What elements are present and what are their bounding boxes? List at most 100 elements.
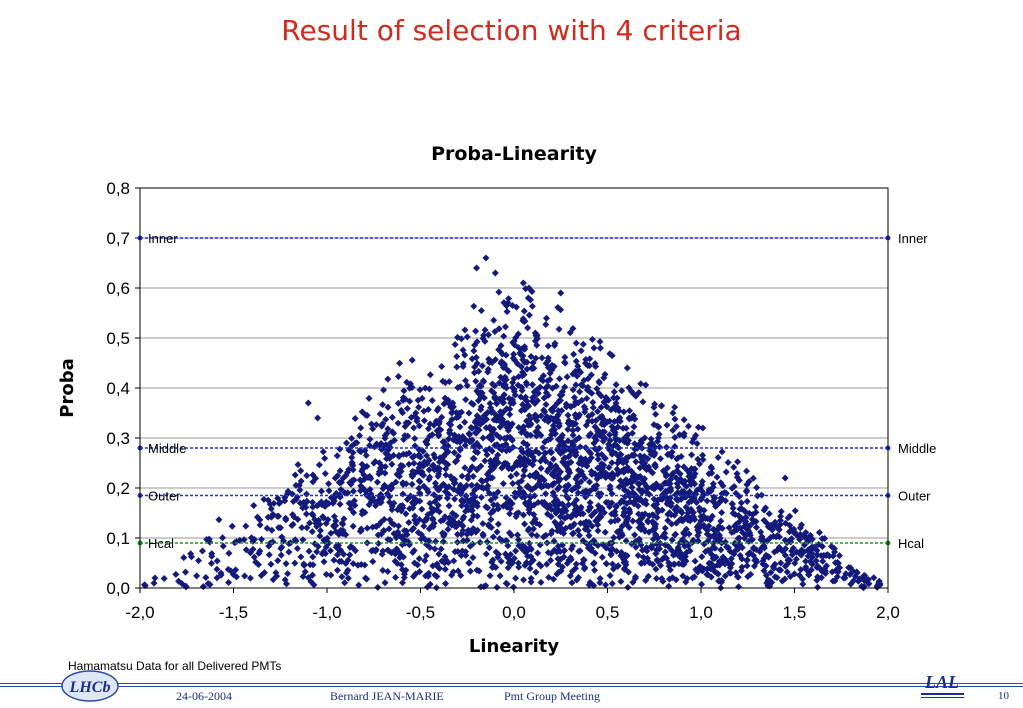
data-point bbox=[572, 560, 580, 568]
data-point bbox=[490, 501, 498, 509]
data-point bbox=[674, 483, 682, 491]
data-point bbox=[513, 470, 521, 478]
data-point bbox=[718, 448, 726, 456]
data-point bbox=[442, 580, 450, 588]
data-point bbox=[371, 547, 379, 555]
data-point bbox=[808, 543, 816, 551]
data-point bbox=[493, 528, 501, 536]
data-point bbox=[544, 510, 552, 518]
data-point bbox=[649, 535, 657, 543]
data-point bbox=[524, 324, 532, 332]
data-point bbox=[447, 421, 455, 429]
data-point bbox=[743, 562, 751, 570]
data-point bbox=[420, 417, 428, 425]
data-point bbox=[618, 522, 626, 530]
data-point bbox=[752, 518, 760, 526]
data-point bbox=[408, 356, 416, 364]
data-point bbox=[469, 554, 477, 562]
footnote: Hamamatsu Data for all Delivered PMTs bbox=[68, 659, 282, 673]
data-point bbox=[671, 531, 679, 539]
data-point bbox=[333, 566, 341, 574]
data-point bbox=[468, 481, 476, 489]
data-point bbox=[231, 539, 239, 547]
data-point bbox=[480, 331, 488, 339]
data-point bbox=[472, 353, 480, 361]
data-point bbox=[708, 512, 716, 520]
data-point bbox=[495, 325, 503, 333]
data-point bbox=[425, 456, 433, 464]
data-point bbox=[490, 316, 498, 324]
data-point bbox=[802, 563, 810, 571]
data-point bbox=[506, 510, 514, 518]
data-point bbox=[333, 452, 341, 460]
data-point bbox=[812, 557, 820, 565]
data-point bbox=[510, 375, 518, 383]
data-point bbox=[587, 430, 595, 438]
data-point bbox=[778, 577, 786, 585]
data-point bbox=[777, 508, 785, 516]
data-point bbox=[408, 471, 416, 479]
data-point bbox=[554, 417, 562, 425]
data-point bbox=[517, 393, 525, 401]
data-point bbox=[442, 471, 450, 479]
data-point bbox=[634, 480, 642, 488]
data-point bbox=[292, 495, 300, 503]
data-point bbox=[605, 463, 613, 471]
data-point bbox=[421, 535, 429, 543]
data-point bbox=[529, 556, 537, 564]
data-point bbox=[323, 538, 331, 546]
data-point bbox=[654, 434, 662, 442]
data-point bbox=[281, 576, 289, 584]
data-point bbox=[481, 337, 489, 345]
data-point bbox=[465, 559, 473, 567]
data-point bbox=[676, 470, 684, 478]
data-point bbox=[734, 458, 742, 466]
data-point bbox=[473, 481, 481, 489]
data-point bbox=[643, 483, 651, 491]
data-point bbox=[399, 490, 407, 498]
data-point bbox=[526, 415, 534, 423]
data-point bbox=[546, 448, 554, 456]
data-point bbox=[543, 413, 551, 421]
data-point bbox=[791, 559, 799, 567]
data-point bbox=[669, 574, 677, 582]
data-point bbox=[473, 502, 481, 510]
data-point bbox=[555, 499, 563, 507]
data-point bbox=[509, 339, 517, 347]
data-point bbox=[608, 545, 616, 553]
data-point bbox=[668, 536, 676, 544]
data-point bbox=[473, 566, 481, 574]
data-point bbox=[661, 479, 669, 487]
data-point bbox=[322, 543, 330, 551]
data-point bbox=[624, 514, 632, 522]
data-point bbox=[505, 529, 513, 537]
data-point bbox=[629, 476, 637, 484]
data-point bbox=[439, 538, 447, 546]
data-point bbox=[477, 420, 485, 428]
data-point bbox=[369, 557, 377, 565]
data-point bbox=[861, 572, 869, 580]
data-point bbox=[615, 533, 623, 541]
data-point bbox=[586, 499, 594, 507]
data-point bbox=[438, 362, 446, 370]
data-point bbox=[577, 347, 585, 355]
data-point bbox=[532, 428, 540, 436]
data-point bbox=[353, 439, 361, 447]
data-point bbox=[482, 582, 490, 590]
data-point bbox=[664, 497, 672, 505]
data-point bbox=[392, 534, 400, 542]
data-point bbox=[515, 536, 523, 544]
data-point bbox=[225, 578, 233, 586]
data-point bbox=[663, 421, 671, 429]
data-point bbox=[456, 383, 464, 391]
data-point bbox=[773, 574, 781, 582]
data-point bbox=[537, 578, 545, 586]
data-point bbox=[275, 524, 283, 532]
data-point bbox=[312, 519, 320, 527]
data-point bbox=[500, 361, 508, 369]
data-point bbox=[819, 557, 827, 565]
data-point bbox=[488, 380, 496, 388]
data-point bbox=[709, 544, 717, 552]
data-point bbox=[470, 347, 478, 355]
data-point bbox=[576, 388, 584, 396]
